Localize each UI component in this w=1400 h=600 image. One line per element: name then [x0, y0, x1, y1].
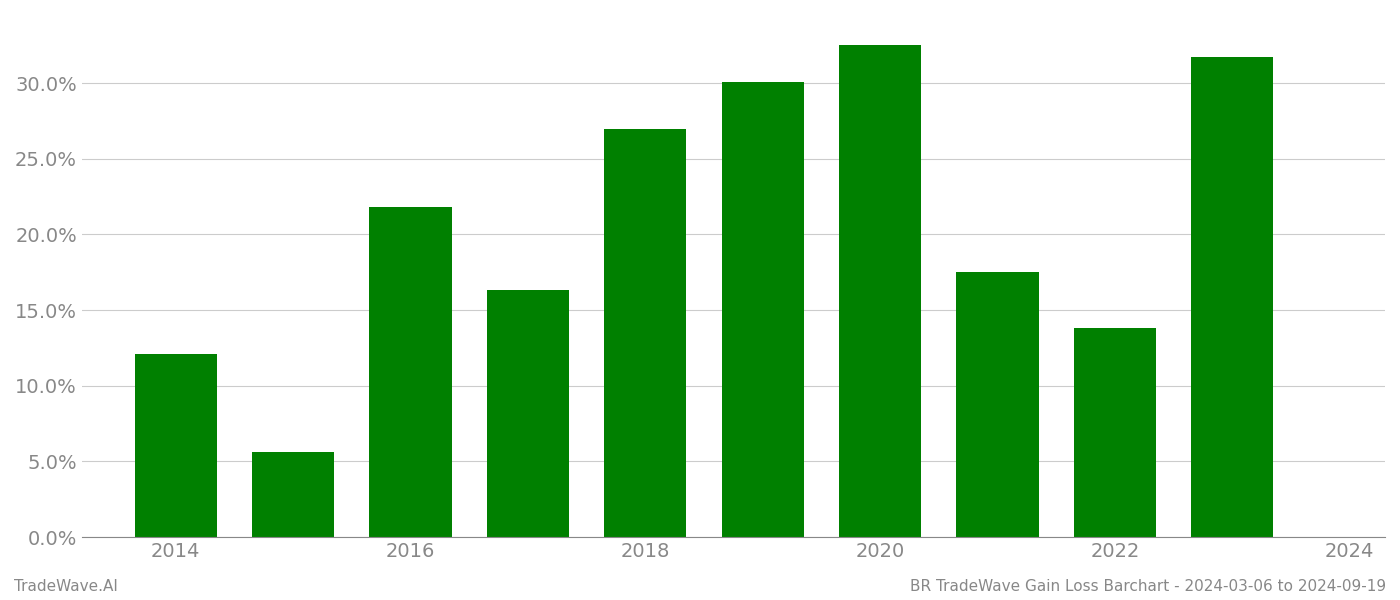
Bar: [487, 290, 568, 537]
Text: TradeWave.AI: TradeWave.AI: [14, 579, 118, 594]
Bar: [605, 128, 686, 537]
Bar: [956, 272, 1039, 537]
Bar: [252, 452, 335, 537]
Bar: [1074, 328, 1156, 537]
Bar: [839, 45, 921, 537]
Text: BR TradeWave Gain Loss Barchart - 2024-03-06 to 2024-09-19: BR TradeWave Gain Loss Barchart - 2024-0…: [910, 579, 1386, 594]
Bar: [134, 354, 217, 537]
Bar: [370, 207, 452, 537]
Bar: [1191, 58, 1274, 537]
Bar: [721, 82, 804, 537]
